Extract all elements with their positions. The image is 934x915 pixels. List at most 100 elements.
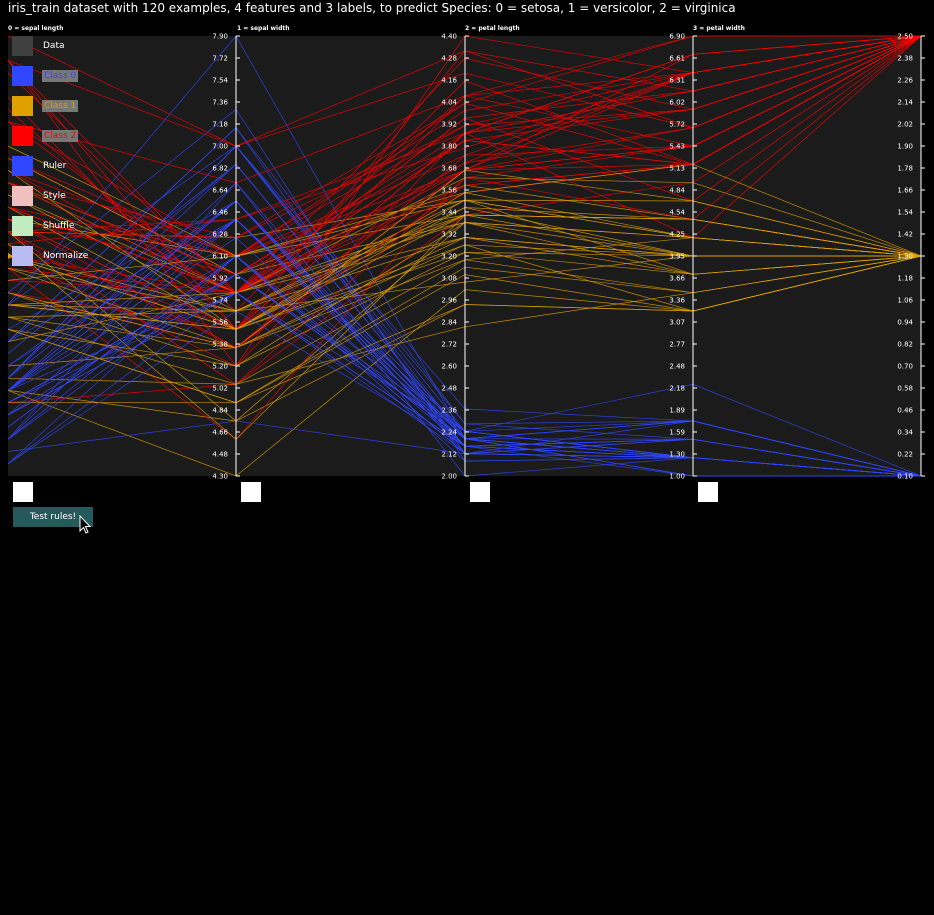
tick-label: 3.20: [441, 253, 457, 261]
tick-label: 5.72: [669, 121, 685, 129]
axis-header-2: 2 = petal length: [465, 25, 520, 32]
page-title: iris_train dataset with 120 examples, 4 …: [8, 1, 736, 15]
tick-label: 7.00: [212, 143, 228, 151]
legend-item-data[interactable]: Data: [12, 36, 152, 56]
legend-label-ruler: Ruler: [43, 161, 67, 171]
tick-label: 7.36: [212, 99, 228, 107]
tick-label: 1.30: [669, 451, 685, 459]
tick-label: 3.68: [441, 165, 457, 173]
tick-label: 0.70: [897, 363, 913, 371]
tick-label: 1.54: [897, 209, 913, 217]
tick-label: 0.82: [897, 341, 913, 349]
legend-item-normalize[interactable]: Normalize: [12, 246, 152, 266]
tick-label: 3.44: [441, 209, 457, 217]
tick-label: 3.80: [441, 143, 457, 151]
axis-1-checkbox[interactable]: [241, 482, 261, 502]
tick-label: 2.26: [897, 77, 913, 85]
legend-item-class-2[interactable]: Class 2: [12, 126, 152, 146]
tick-label: 4.48: [212, 451, 228, 459]
tick-label: 4.04: [441, 99, 457, 107]
legend-item-class-1[interactable]: Class 1: [12, 96, 152, 116]
tick-label: 0.46: [897, 407, 913, 415]
tick-label: 4.25: [669, 231, 685, 239]
tick-label: 3.07: [669, 319, 685, 327]
tick-label: 7.90: [212, 33, 228, 41]
tick-label: 2.96: [441, 297, 457, 305]
tick-label: 3.56: [441, 187, 457, 195]
tick-label: 7.18: [212, 121, 228, 129]
tick-label: 6.82: [212, 165, 228, 173]
test-rules-button[interactable]: Test rules!: [13, 507, 93, 527]
legend-label-class-2: Class 2: [42, 130, 79, 142]
tick-label: 2.00: [441, 473, 457, 481]
tick-label: 4.16: [441, 77, 457, 85]
tick-label: 6.90: [669, 33, 685, 41]
mouse-pointer-icon: [79, 515, 91, 534]
tick-label: 5.20: [212, 363, 228, 371]
tick-label: 1.90: [897, 143, 913, 151]
tick-label: 2.38: [897, 55, 913, 63]
tick-label: 5.38: [212, 341, 228, 349]
row-marker: [8, 253, 13, 259]
tick-label: 0.94: [897, 319, 913, 327]
legend-swatch-class-1: [12, 96, 33, 116]
tick-label: 7.72: [212, 55, 228, 63]
legend-item-shuffle[interactable]: Shuffle: [12, 216, 152, 236]
tick-label: 2.50: [897, 33, 913, 41]
tick-label: 1.66: [897, 187, 913, 195]
tick-label: 4.54: [669, 209, 685, 217]
legend-swatch-normalize: [12, 246, 33, 266]
tick-label: 3.95: [669, 253, 685, 261]
tick-label: 5.13: [669, 165, 685, 173]
panel-1: [236, 36, 465, 476]
axis-2-checkbox[interactable]: [470, 482, 490, 502]
tick-label: 6.46: [212, 209, 228, 217]
tick-label: 2.36: [441, 407, 457, 415]
tick-label: 2.48: [441, 385, 457, 393]
tick-label: 3.32: [441, 231, 457, 239]
legend-label-style: Style: [43, 191, 66, 201]
tick-label: 5.43: [669, 143, 685, 151]
axis-header-0: 0 = sepal length: [8, 25, 64, 32]
tick-label: 2.14: [897, 99, 913, 107]
axis-3-checkbox[interactable]: [698, 482, 718, 502]
tick-label: 5.74: [212, 297, 228, 305]
legend-swatch-ruler: [12, 156, 33, 176]
tick-label: 0.22: [897, 451, 913, 459]
axis-0-checkbox[interactable]: [13, 482, 33, 502]
tick-label: 2.12: [441, 451, 457, 459]
tick-label: 0.10: [897, 473, 913, 481]
tick-label: 6.10: [212, 253, 228, 261]
legend-label-shuffle: Shuffle: [43, 221, 75, 231]
legend-item-ruler[interactable]: Ruler: [12, 156, 152, 176]
tick-label: 2.18: [669, 385, 685, 393]
legend-label-normalize: Normalize: [43, 251, 89, 261]
tick-label: 3.08: [441, 275, 457, 283]
tick-label: 1.00: [669, 473, 685, 481]
tick-label: 5.56: [212, 319, 228, 327]
tick-label: 1.59: [669, 429, 685, 437]
tick-label: 5.02: [212, 385, 228, 393]
legend-item-class-0[interactable]: Class 0: [12, 66, 152, 86]
parallel-coordinates-chart: 7.90 7.72 7.54 7.36 7.18 7.00 6.82 6.64 6.46 6.28…: [7, 33, 925, 481]
tick-label: 2.60: [441, 363, 457, 371]
tick-label: 0.58: [897, 385, 913, 393]
legend-swatch-data: [12, 36, 33, 56]
tick-label: 1.42: [897, 231, 913, 239]
legend-swatch-shuffle: [12, 216, 33, 236]
legend-item-style[interactable]: Style: [12, 186, 152, 206]
tick-label: 3.66: [669, 275, 685, 283]
legend-swatch-style: [12, 186, 33, 206]
tick-label: 4.84: [669, 187, 685, 195]
tick-label: 6.31: [669, 77, 685, 85]
tick-label: 2.24: [441, 429, 457, 437]
tick-label: 4.40: [441, 33, 457, 41]
tick-label: 7.54: [212, 77, 228, 85]
legend-swatch-class-0: [12, 66, 33, 86]
legend-label-class-0: Class 0: [42, 70, 79, 82]
tick-label: 6.02: [669, 99, 685, 107]
tick-label: 1.30: [897, 253, 913, 261]
legend-label-data: Data: [43, 41, 65, 51]
tick-label: 4.84: [212, 407, 228, 415]
